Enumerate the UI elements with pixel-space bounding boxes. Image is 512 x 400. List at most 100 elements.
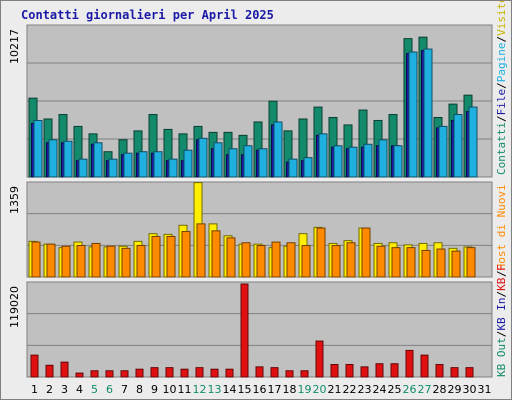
bar-host-di-nuovi-day-30	[466, 247, 476, 278]
bar-pagine-day-7	[123, 152, 133, 178]
bar-kb-f-day-21	[330, 363, 339, 378]
bar-pagine-day-22	[348, 146, 358, 178]
bar-pagine-day-25	[393, 145, 403, 178]
bar-pagine-day-19	[303, 157, 313, 178]
x-tick-label-day-31: 31	[478, 383, 492, 396]
x-tick-label-day-6: 6	[106, 383, 113, 396]
bar-host-di-nuovi-day-19	[301, 245, 311, 278]
x-tick-label-day-20: 20	[313, 383, 327, 396]
bar-pagine-day-27	[423, 48, 433, 178]
x-tick-label-day-1: 1	[31, 383, 38, 396]
legend-panel2-segment-3: Nuovi	[495, 184, 508, 217]
bar-kb-f-day-17	[270, 367, 279, 378]
bar-host-di-nuovi-day-3	[61, 245, 71, 278]
bar-host-di-nuovi-day-29	[451, 250, 461, 278]
bar-host-di-nuovi-day-28	[436, 248, 446, 278]
bar-host-di-nuovi-day-25	[391, 247, 401, 278]
bar-kb-f-day-11	[180, 368, 189, 378]
bar-kb-f-day-22	[345, 363, 354, 378]
bar-kb-f-day-9	[150, 367, 159, 378]
x-tick-label-day-8: 8	[136, 383, 143, 396]
bar-kb-f-day-7	[120, 370, 129, 378]
bar-pagine-day-18	[288, 158, 298, 178]
legend-panel3-segment-2: KB In	[495, 298, 508, 331]
x-tick-label-day-3: 3	[61, 383, 68, 396]
x-tick-label-day-13: 13	[208, 383, 222, 396]
bar-host-di-nuovi-day-5	[91, 242, 101, 278]
bar-host-di-nuovi-day-16	[256, 245, 266, 278]
x-tick-label-day-26: 26	[403, 383, 417, 396]
legend-panel2-segment-2: di	[495, 217, 508, 244]
bar-pagine-day-1	[33, 119, 43, 178]
bar-pagine-day-5	[93, 142, 103, 178]
bar-pagine-day-24	[378, 139, 388, 178]
bar-host-di-nuovi-day-14	[226, 237, 236, 278]
bar-kb-f-day-19	[300, 370, 309, 378]
legend-panel1-segment-0: Contatti	[495, 122, 508, 175]
x-tick-label-day-24: 24	[373, 383, 387, 396]
bar-kb-f-day-5	[90, 370, 99, 378]
x-tick-label-day-23: 23	[358, 383, 372, 396]
bar-host-di-nuovi-day-11	[181, 231, 191, 278]
bar-host-di-nuovi-day-18	[286, 242, 296, 278]
legend-panel2: /Host di Nuovi	[495, 184, 508, 277]
x-tick-label-day-18: 18	[283, 383, 297, 396]
bar-kb-f-day-27	[420, 354, 429, 378]
bar-kb-f-day-25	[390, 363, 399, 378]
legend-panel2-segment-1: Host	[495, 244, 508, 271]
bar-kb-f-day-23	[360, 366, 369, 378]
bar-host-di-nuovi-day-9	[151, 235, 161, 278]
bar-host-di-nuovi-day-24	[376, 245, 386, 278]
legend-panel1: Contatti/File/Pagine/Visite	[495, 1, 508, 175]
bar-pagine-day-17	[273, 121, 283, 178]
bar-pagine-day-29	[453, 114, 463, 178]
bar-pagine-day-9	[153, 151, 163, 178]
bar-host-di-nuovi-day-7	[121, 247, 131, 278]
bar-pagine-day-2	[48, 139, 58, 178]
bar-host-di-nuovi-day-20	[316, 227, 326, 278]
x-tick-label-day-10: 10	[163, 383, 177, 396]
bar-pagine-day-28	[438, 125, 448, 178]
bar-kb-f-day-26	[405, 349, 414, 378]
bar-pagine-day-6	[108, 158, 118, 178]
bar-pagine-day-15	[243, 145, 253, 178]
bar-host-di-nuovi-day-17	[271, 241, 281, 278]
x-tick-label-day-15: 15	[238, 383, 252, 396]
x-tick-label-day-27: 27	[418, 383, 432, 396]
bar-host-di-nuovi-day-13	[211, 230, 221, 278]
bar-host-di-nuovi-day-23	[361, 227, 371, 278]
bar-host-di-nuovi-day-15	[241, 242, 251, 278]
legend-panel3-segment-3: /	[495, 291, 508, 298]
panel-3-ymax-label: 119020	[8, 286, 21, 328]
bar-pagine-day-4	[78, 158, 88, 178]
bar-kb-f-day-10	[165, 367, 174, 378]
x-tick-label-day-25: 25	[388, 383, 402, 396]
bar-host-di-nuovi-day-2	[46, 243, 56, 278]
bar-kb-f-day-28	[435, 363, 444, 378]
bar-pagine-day-23	[363, 143, 373, 178]
bar-pagine-day-3	[63, 140, 73, 178]
bar-kb-f-day-20	[315, 340, 324, 378]
bar-pagine-day-8	[138, 151, 148, 178]
bar-kb-f-day-4	[75, 372, 84, 378]
legend-panel1-segment-1: /	[495, 115, 508, 122]
bar-kb-f-day-1	[30, 354, 39, 378]
x-tick-label-day-14: 14	[223, 383, 237, 396]
bar-kb-f-day-24	[375, 363, 384, 378]
legend-panel1-segment-6: Visite	[495, 1, 508, 36]
x-tick-label-day-28: 28	[433, 383, 447, 396]
bar-kb-f-day-2	[45, 364, 54, 378]
bar-pagine-day-20	[318, 133, 328, 178]
bar-host-di-nuovi-day-4	[76, 245, 86, 278]
legend-panel2-segment-0: /	[495, 270, 508, 277]
x-tick-label-day-17: 17	[268, 383, 282, 396]
bar-pagine-day-16	[258, 148, 268, 178]
legend-panel3-segment-1: /	[495, 331, 508, 338]
bar-pagine-day-12	[198, 137, 208, 178]
bar-kb-f-day-3	[60, 361, 69, 378]
bar-pagine-day-14	[228, 148, 238, 178]
bar-kb-f-day-12	[195, 367, 204, 378]
x-tick-label-day-22: 22	[343, 383, 357, 396]
bar-pagine-day-30	[468, 106, 478, 178]
